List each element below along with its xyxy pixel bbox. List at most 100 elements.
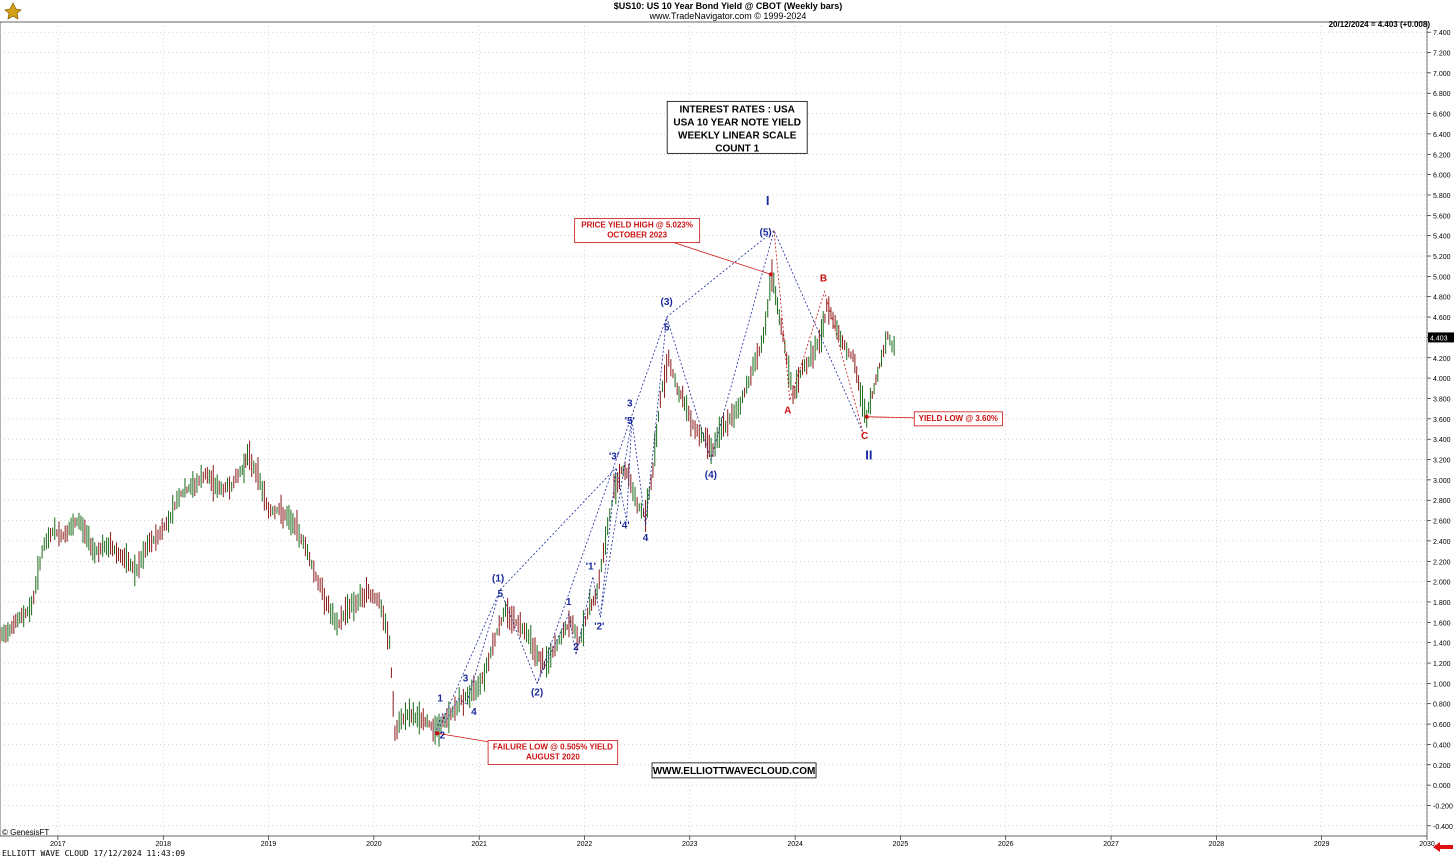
callout-text: FAILURE LOW @ 0.505% YIELD (493, 743, 613, 752)
y-tick-label: 3.200 (1433, 458, 1451, 465)
wave-label-blue: (4) (705, 470, 717, 481)
x-tick-label: 2025 (893, 841, 909, 848)
callout-box (487, 740, 619, 765)
y-tick-label: -0.400 (1433, 824, 1453, 831)
y-tick-label: 1.400 (1433, 641, 1451, 648)
y-tick-label: 2.600 (1433, 519, 1451, 526)
callout-target (864, 414, 869, 419)
y-tick-label: 3.800 (1433, 396, 1451, 403)
y-tick-label: 7.400 (1433, 30, 1451, 37)
callout-text: AUGUST 2020 (526, 753, 580, 762)
y-tick-label: 4.600 (1433, 315, 1451, 322)
y-tick-label: 5.400 (1433, 234, 1451, 241)
callout-box (574, 218, 701, 243)
wave-label-blue: (3) (661, 297, 673, 308)
wave-label-blue: 3 (463, 673, 469, 684)
y-tick-label: 4.800 (1433, 295, 1451, 302)
y-tick-label: 3.400 (1433, 437, 1451, 444)
wave-line-channel-5 (599, 418, 633, 618)
x-tick-label: 2030 (1419, 841, 1435, 848)
callout-text: YIELD LOW @ 3.60% (919, 414, 998, 423)
y-tick-label: 5.000 (1433, 274, 1451, 281)
y-tick-label: 7.200 (1433, 51, 1451, 58)
wave-label-blue: 4 (643, 533, 649, 544)
title-box-line: USA 10 YEAR NOTE YIELD (673, 117, 801, 128)
y-tick-label: 2.400 (1433, 539, 1451, 546)
callout-target (768, 272, 773, 277)
y-tick-label: 1.000 (1433, 681, 1451, 688)
wave-label-blue: (1) (492, 574, 504, 585)
url-box-text: WWW.ELLIOTTWAVECLOUD.COM (653, 766, 816, 777)
callout-box (913, 411, 1003, 427)
wave-line-channel-2 (536, 316, 668, 684)
wave-line-zigzag (434, 229, 864, 734)
y-tick-label: 0.200 (1433, 763, 1451, 770)
y-tick-label: 3.000 (1433, 478, 1451, 485)
footer-stamp: ELLIOTT WAVE CLOUD 17/12/2024 11:43:09 (2, 849, 186, 858)
x-tick-label: 2019 (261, 841, 277, 848)
y-tick-label: 0.000 (1433, 783, 1451, 790)
plot-frame (0, 21, 1428, 837)
title-box-line: COUNT 1 (715, 143, 759, 154)
url-box (651, 762, 817, 779)
wave-label-blue: '2' (594, 621, 604, 632)
x-tick-label: 2021 (471, 841, 487, 848)
x-tick-label: 2022 (577, 841, 593, 848)
left-arrow-icon[interactable] (1433, 842, 1453, 852)
callout-text: PRICE YIELD HIGH @ 5.023% (581, 221, 693, 230)
wave-label-red: B (820, 273, 827, 284)
wave-label-blue: 4 (471, 707, 477, 718)
y-tick-label: 3.600 (1433, 417, 1451, 424)
y-tick-label: -0.200 (1433, 803, 1453, 810)
wave-label-blue: 5 (497, 589, 503, 600)
y-tick-label: 0.600 (1433, 722, 1451, 729)
wave-label-blue: '5' (625, 416, 635, 427)
trading-logo-icon (4, 2, 22, 20)
wave-label-blue: '3' (609, 452, 619, 463)
wave-label-blue: 1 (566, 597, 572, 608)
x-tick-label: 2017 (50, 841, 66, 848)
wave-label-blue: I (766, 193, 770, 208)
last-value-readout: 20/12/2024 = 4.403 (+0.008) (1328, 20, 1430, 29)
x-tick-label: 2018 (155, 841, 171, 848)
x-tick-label: 2023 (682, 841, 698, 848)
wave-label-blue: 2 (440, 730, 446, 741)
title-box-line: INTEREST RATES : USA (680, 104, 795, 115)
callout-target (435, 731, 440, 736)
chart-header-subtitle: www.TradeNavigator.com © 1999-2024 (649, 11, 807, 21)
wave-label-blue: 2 (573, 642, 579, 653)
wave-label-blue: (2) (531, 688, 543, 699)
wave-label-blue: 3 (627, 399, 633, 410)
wave-label-blue: 5 (664, 322, 670, 333)
wave-label-blue: II (865, 448, 872, 463)
genesis-credit: © GenesisFT (2, 828, 50, 837)
y-tick-label: 5.200 (1433, 254, 1451, 261)
y-tick-label: 6.600 (1433, 112, 1451, 119)
wave-label-red: C (861, 431, 868, 442)
wave-label-blue: '1' (586, 561, 596, 572)
y-tick-label: 5.800 (1433, 193, 1451, 200)
y-tick-label: 2.800 (1433, 498, 1451, 505)
wave-label-blue: '4' (619, 521, 629, 532)
y-tick-label: 0.400 (1433, 742, 1451, 749)
y-tick-label: 1.800 (1433, 600, 1451, 607)
x-tick-label: 2020 (366, 841, 382, 848)
x-tick-label: 2024 (787, 841, 803, 848)
y-tick-label: 0.800 (1433, 702, 1451, 709)
x-tick-label: 2026 (998, 841, 1014, 848)
chart-header-title: $US10: US 10 Year Bond Yield @ CBOT (Wee… (613, 1, 843, 11)
wave-line-channel-3 (499, 467, 617, 591)
callout-text: OCTOBER 2023 (607, 231, 667, 240)
y-tick-label: 4.200 (1433, 356, 1451, 363)
y-tick-label: 1.600 (1433, 620, 1451, 627)
y-tick-label: 4.000 (1433, 376, 1451, 383)
wave-line-channel-4 (666, 230, 775, 318)
y-tick-label: 1.200 (1433, 661, 1451, 668)
y-tick-label: 2.200 (1433, 559, 1451, 566)
y-tick-label: 5.600 (1433, 213, 1451, 220)
y-tick-label: 6.400 (1433, 132, 1451, 139)
wave-label-red: A (784, 406, 791, 417)
wave-label-blue: 1 (437, 694, 443, 705)
y-tick-label: 6.000 (1433, 173, 1451, 180)
